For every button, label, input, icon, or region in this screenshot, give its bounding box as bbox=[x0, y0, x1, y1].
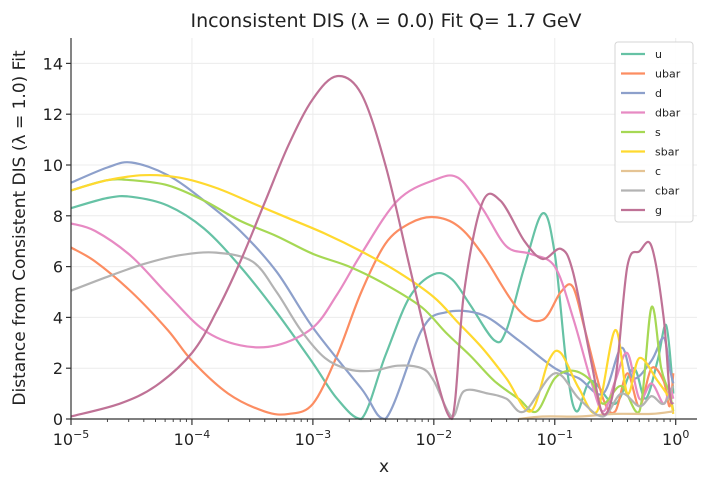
series-line-cbar bbox=[70, 251, 675, 418]
series-line-s bbox=[70, 178, 675, 414]
x-axis-label: x bbox=[379, 457, 389, 477]
y-tick-label: 0 bbox=[53, 410, 63, 429]
y-tick-label: 4 bbox=[53, 308, 63, 327]
y-tick-label: 12 bbox=[43, 105, 63, 124]
legend: u ubar d dbar s sbar c cbar g bbox=[614, 41, 694, 223]
x-ticks: 10−5 10−4 10−3 10−2 10−1 100 bbox=[53, 419, 689, 449]
y-ticks: 0 2 4 6 8 10 12 14 bbox=[43, 54, 71, 429]
series-line-dbar bbox=[70, 174, 675, 413]
legend-label-sbar: sbar bbox=[655, 146, 679, 159]
x-tick-label: 100 bbox=[662, 428, 689, 449]
x-tick-label: 10−4 bbox=[174, 428, 211, 449]
axes bbox=[70, 38, 697, 420]
y-tick-label: 14 bbox=[43, 54, 63, 73]
series-line-g bbox=[70, 74, 675, 421]
y-axis-label: Distance from Consistent DIS (λ = 1.0) F… bbox=[10, 50, 30, 406]
y-tick-label: 10 bbox=[43, 156, 63, 175]
series-line-d bbox=[70, 161, 675, 421]
legend-label-dbar: dbar bbox=[655, 107, 681, 120]
series-lines bbox=[70, 74, 675, 421]
series-line-ubar bbox=[70, 215, 675, 416]
series-line-u bbox=[70, 195, 675, 421]
legend-label-ubar: ubar bbox=[655, 68, 681, 81]
legend-box bbox=[614, 41, 694, 223]
legend-label-c: c bbox=[655, 165, 661, 178]
legend-label-g: g bbox=[655, 204, 662, 217]
y-tick-label: 6 bbox=[53, 258, 63, 277]
x-tick-label: 10−2 bbox=[416, 428, 453, 449]
legend-label-u: u bbox=[655, 48, 662, 61]
legend-label-d: d bbox=[655, 87, 662, 100]
y-tick-label: 2 bbox=[53, 359, 63, 378]
y-tick-label: 8 bbox=[53, 207, 63, 226]
legend-label-s: s bbox=[655, 126, 661, 139]
legend-label-cbar: cbar bbox=[655, 185, 680, 198]
chart-title: Inconsistent DIS (λ = 0.0) Fit Q= 1.7 Ge… bbox=[190, 10, 581, 32]
x-tick-label: 10−3 bbox=[295, 428, 332, 449]
series-line-sbar bbox=[70, 173, 675, 415]
x-tick-label: 10−1 bbox=[536, 428, 573, 449]
x-tick-label: 10−5 bbox=[53, 428, 90, 449]
